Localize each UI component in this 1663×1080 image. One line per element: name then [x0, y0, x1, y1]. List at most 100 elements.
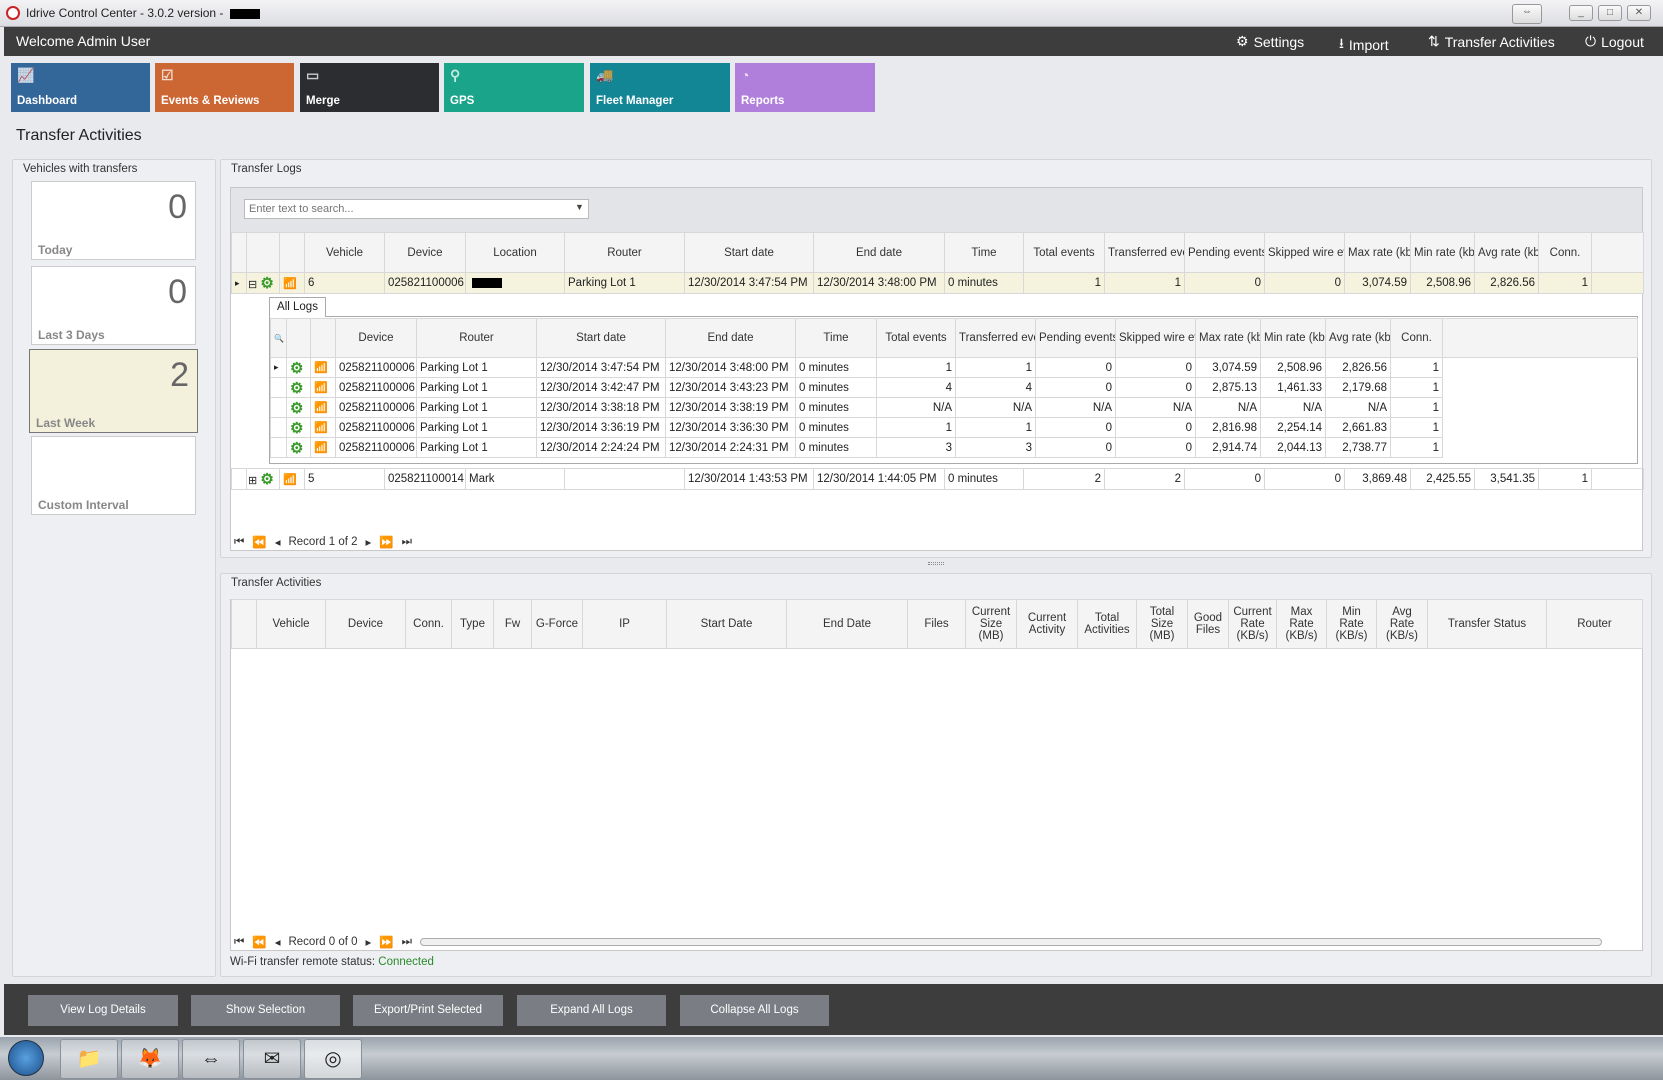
column-header[interactable]: End date [813, 232, 945, 273]
column-header[interactable]: Min rate (kbs) [1410, 232, 1475, 273]
tile-merge[interactable]: ▭ Merge [300, 63, 439, 112]
search-icon[interactable]: 🔍 [274, 333, 284, 343]
search-dropdown-icon[interactable]: ▼ [575, 202, 584, 212]
expand-icon[interactable]: ⊞ [248, 475, 258, 487]
close-button[interactable]: ✕ [1627, 5, 1651, 21]
search-input[interactable] [244, 199, 589, 219]
column-header[interactable]: Avg rate (kbs) [1474, 232, 1539, 273]
card-today[interactable]: 0 Today [31, 181, 196, 260]
column-header[interactable]: Start date [684, 232, 814, 273]
column-header[interactable]: Max rate (kbs) [1195, 318, 1261, 358]
mail-taskbar-icon[interactable]: ✉ [243, 1039, 301, 1079]
firefox-taskbar-icon[interactable]: 🦊 [121, 1039, 179, 1079]
column-header[interactable]: Current Rate (KB/s) [1228, 599, 1277, 649]
tile-dashboard[interactable]: 📈 Dashboard [11, 63, 150, 112]
column-header[interactable]: Conn. [1538, 232, 1592, 273]
expand-cell[interactable]: ⊟ ⚙ [246, 272, 280, 294]
column-header[interactable]: Conn. [405, 599, 452, 649]
resize-toggle-button[interactable]: ⇔ [1512, 4, 1542, 24]
column-header[interactable]: Max Rate (KB/s) [1276, 599, 1327, 649]
next-page-icon[interactable]: ▸ [365, 937, 372, 949]
maximize-button[interactable]: □ [1598, 5, 1622, 21]
column-header[interactable]: Fw [493, 599, 532, 649]
column-header[interactable]: Current Size (MB) [965, 599, 1017, 649]
column-header[interactable]: Device [325, 599, 406, 649]
prev-page-group-icon[interactable]: ⏪ [252, 937, 267, 949]
column-header[interactable]: Pending events [1184, 232, 1265, 273]
column-header[interactable]: End Date [786, 599, 908, 649]
column-header[interactable]: Current Activity [1016, 599, 1078, 649]
card-custom-interval[interactable]: Custom Interval [31, 436, 196, 515]
collapse-icon[interactable]: ⊟ [248, 279, 258, 291]
column-header[interactable]: G-Force [531, 599, 583, 649]
column-header[interactable]: Transfer Status [1427, 599, 1547, 649]
column-header[interactable]: IP [582, 599, 667, 649]
column-header[interactable]: End date [665, 318, 796, 358]
column-header[interactable]: Time [944, 232, 1024, 273]
column-header[interactable] [231, 599, 257, 649]
tile-events-reviews[interactable]: ☑ Events & Reviews [155, 63, 294, 112]
column-header[interactable]: Transferred events [955, 318, 1036, 358]
column-header[interactable]: Min rate (kbs) [1260, 318, 1326, 358]
collapse-all-logs-button[interactable]: Collapse All Logs [680, 995, 829, 1026]
column-header[interactable]: Total Size (MB) [1136, 599, 1188, 649]
start-button[interactable] [8, 1040, 44, 1076]
next-page-group-icon[interactable]: ⏩ [379, 937, 394, 949]
prev-page-icon[interactable]: ◂ [274, 937, 281, 949]
show-selection-button[interactable]: Show Selection [191, 995, 340, 1026]
column-header[interactable]: Total events [876, 318, 956, 358]
column-header[interactable]: Router [416, 318, 537, 358]
column-header[interactable]: Skipped wire events [1115, 318, 1196, 358]
column-header[interactable]: Skipped wire events [1264, 232, 1345, 273]
column-header[interactable]: Max rate (kbs) [1344, 232, 1411, 273]
tile-reports[interactable]: ◔ Reports [735, 63, 875, 112]
column-header[interactable]: Vehicle [256, 599, 326, 649]
transfer-activities-link[interactable]: ⇅ Transfer Activities [1428, 33, 1555, 50]
prev-page-icon[interactable]: ◂ [274, 537, 281, 549]
next-page-icon[interactable]: ▸ [365, 537, 372, 549]
card-last-week[interactable]: 2 Last Week [29, 349, 198, 433]
column-header[interactable]: Good Files [1187, 599, 1229, 649]
import-link[interactable]: ⭳ Import [1339, 33, 1389, 57]
teamviewer-taskbar-icon[interactable]: ⇔ [182, 1039, 240, 1079]
column-header[interactable]: Type [451, 599, 494, 649]
column-header[interactable] [279, 232, 305, 273]
column-header[interactable]: Total events [1023, 232, 1105, 273]
column-header[interactable]: 🔍 [270, 318, 287, 358]
card-last-3-days[interactable]: 0 Last 3 Days [31, 266, 196, 345]
prev-page-group-icon[interactable]: ⏪ [252, 537, 267, 549]
tile-fleet-manager[interactable]: 🚚 Fleet Manager [590, 63, 730, 112]
column-header[interactable]: Avg rate (kbs) [1325, 318, 1391, 358]
tab-all-logs[interactable]: All Logs [269, 297, 326, 317]
column-header[interactable] [310, 318, 336, 358]
expand-cell[interactable]: ⊞ ⚙ [246, 468, 280, 490]
expand-all-logs-button[interactable]: Expand All Logs [517, 995, 666, 1026]
column-header[interactable]: Start date [536, 318, 666, 358]
column-header[interactable]: Device [335, 318, 417, 358]
last-page-icon[interactable]: ⏭ [401, 935, 412, 948]
minimize-button[interactable]: _ [1569, 5, 1593, 21]
column-header[interactable]: Start Date [666, 599, 787, 649]
column-header[interactable]: Location [465, 232, 565, 273]
column-header[interactable]: Min Rate (KB/s) [1326, 599, 1377, 649]
column-header[interactable]: Router [564, 232, 685, 273]
column-header[interactable]: Vehicle [304, 232, 385, 273]
last-page-icon[interactable]: ⏭ [401, 535, 412, 548]
column-header[interactable] [286, 318, 311, 358]
column-header[interactable]: Avg Rate (KB/s) [1376, 599, 1428, 649]
column-header[interactable] [246, 232, 280, 273]
column-header[interactable]: Total Activities [1077, 599, 1137, 649]
horizontal-scrollbar[interactable] [420, 938, 1602, 946]
export-print-selected-button[interactable]: Export/Print Selected [353, 995, 503, 1026]
tile-gps[interactable]: ⚲ GPS [444, 63, 584, 112]
column-header[interactable] [231, 232, 247, 273]
column-header[interactable]: Conn. [1390, 318, 1443, 358]
settings-link[interactable]: ⚙ Settings [1236, 33, 1305, 50]
logout-link[interactable]: ⏻ Logout [1585, 33, 1644, 50]
next-page-group-icon[interactable]: ⏩ [379, 537, 394, 549]
column-header[interactable]: Files [907, 599, 966, 649]
column-header[interactable]: Pending events [1035, 318, 1116, 358]
first-page-icon[interactable]: ⏮ [234, 935, 245, 948]
column-header[interactable]: Transferred events [1104, 232, 1185, 273]
explorer-taskbar-icon[interactable]: 📁 [60, 1039, 118, 1079]
